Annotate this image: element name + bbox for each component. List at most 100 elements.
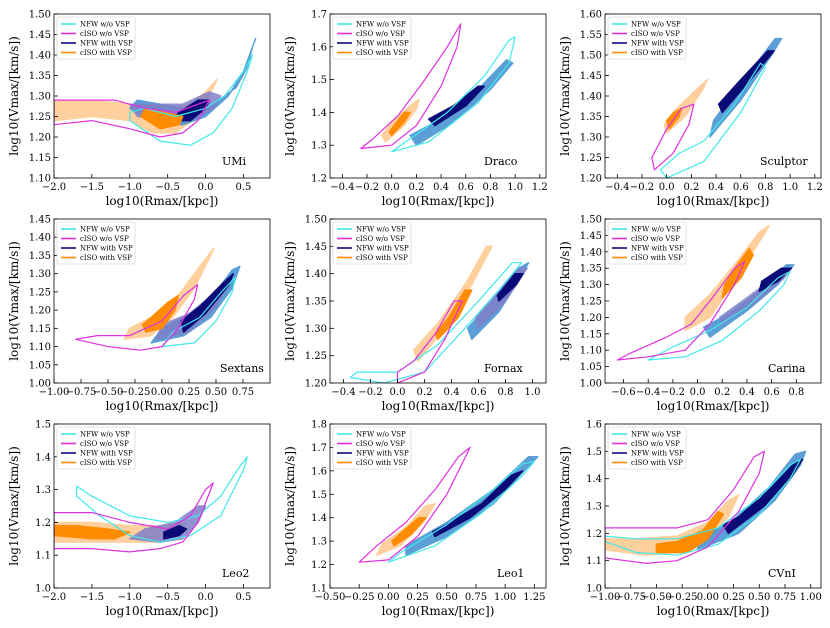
contour-ciso-vsp (655, 510, 725, 554)
y-tick-label: 1.30 (580, 133, 602, 144)
galaxy-label: Sculptor (760, 155, 808, 168)
x-tick-label: 0.25 (406, 592, 428, 603)
contour-nfw-no-vsp (129, 54, 254, 146)
x-tick-label: 0.5 (236, 592, 252, 603)
y-tick-label: 1.40 (580, 247, 602, 258)
legend-label: NFW w/o VSP (631, 430, 681, 438)
contour-nfw-no-vsp (349, 262, 523, 383)
x-tick-label: 0.75 (465, 592, 487, 603)
x-tick-label: 1.0 (782, 182, 798, 193)
x-tick-label: 0.0 (198, 592, 214, 603)
y-tick-label: 1.10 (29, 342, 51, 353)
y-tick-label: 1.30 (29, 269, 51, 280)
x-tick-label: 0.2 (417, 387, 433, 398)
contour-nfw-vsp (496, 272, 524, 302)
y-tick-label: 1.35 (305, 297, 327, 308)
y-axis-label: log10(Vmax/[km/s]) (283, 36, 297, 156)
y-tick-label: 1.40 (305, 269, 327, 280)
y-tick-label: 1.50 (305, 215, 327, 226)
axes-frame (53, 423, 271, 589)
y-tick-label: 1.2 (311, 174, 327, 185)
y-tick-label: 1.6 (586, 420, 602, 431)
galaxy-label: Leo2 (222, 567, 249, 580)
x-tick-label: −0.6 (611, 387, 635, 398)
legend-box (607, 426, 687, 470)
y-tick-label: 1.45 (580, 231, 602, 242)
legend-label: NFW with VSP (80, 244, 133, 252)
x-axis-label: log10(Rmax/[kpc]) (106, 194, 219, 208)
x-tick-label: 0.0 (690, 387, 706, 398)
y-tick-label: 1.55 (580, 30, 602, 41)
x-tick-label: 0.0 (384, 182, 400, 193)
x-tick-label: −1.0 (118, 592, 142, 603)
galaxy-label: UMi (222, 155, 247, 168)
panel-cvni: −1.00−0.75−0.50−0.25 0.00 0.25 0.50 0.75 1.00… (558, 420, 822, 619)
contour-ciso-no-vsp (605, 450, 766, 565)
y-axis-label: log10(Vmax/[km/s]) (558, 446, 572, 566)
y-tick-label: 1.05 (580, 362, 602, 373)
x-axis-label: log10(Rmax/[kpc]) (382, 399, 495, 413)
legend-label: NFW with VSP (631, 39, 684, 47)
x-axis-label: log10(Rmax/[kpc]) (106, 604, 219, 618)
legend-label: cISO w/o VSP (356, 440, 405, 448)
legend-label: cISO with VSP (631, 459, 683, 467)
legend-label: NFW with VSP (631, 449, 684, 457)
y-tick-label: 1.1 (35, 551, 51, 562)
x-tick-label: 0.6 (458, 182, 474, 193)
y-tick-label: 1.40 (29, 51, 51, 62)
y-tick-label: 1.40 (29, 233, 51, 244)
x-axis-label: log10(Rmax/[kpc]) (106, 399, 219, 413)
legend-label: cISO with VSP (80, 254, 132, 262)
y-tick-label: 1.5 (586, 447, 602, 458)
plot-area (349, 245, 530, 383)
y-tick-label: 1.00 (29, 379, 51, 390)
legend-box (56, 16, 136, 60)
legend-label: NFW w/o VSP (80, 20, 130, 28)
y-tick-label: 1.35 (29, 251, 51, 262)
contour-nfw-vsp (180, 272, 235, 333)
y-tick-label: 1.8 (311, 420, 327, 431)
y-tick-label: 1.15 (29, 153, 51, 164)
galaxy-label: Fornax (484, 362, 524, 375)
contour-ciso-vsp (391, 516, 427, 547)
y-tick-label: 1.25 (580, 153, 602, 164)
x-axis-label: log10(Rmax/[kpc]) (657, 194, 770, 208)
y-tick-label: 1.15 (580, 329, 602, 340)
contour-nfw-no-vsp (647, 270, 791, 361)
y-tick-label: 1.30 (305, 324, 327, 335)
legend-label: NFW w/o VSP (80, 430, 130, 438)
contour-nfw-no-vsp (659, 62, 767, 178)
x-tick-label: 0.50 (748, 592, 770, 603)
panel-leo2: −2.0 −1.5 −1.0 −0.5 0.0 0.5 1.0 1.1 1.2 1.3 1.4 1.5… (7, 420, 271, 618)
y-axis-label: log10(Vmax/[km/s]) (7, 36, 21, 156)
y-tick-label: 1.5 (311, 490, 327, 501)
y-tick-label: 1.50 (580, 51, 602, 62)
x-tick-label: 1.0 (525, 387, 541, 398)
x-tick-label: −1.00 (590, 592, 621, 603)
contour-ciso-vsp (721, 247, 754, 299)
y-tick-label: 1.1 (586, 556, 602, 567)
panel-draco: −0.4 −0.2 0.0 0.2 0.4 0.6 0.8 1.0 1.2 1.2 1.3 1.4 1.… (283, 10, 548, 209)
y-tick-label: 1.25 (305, 351, 327, 362)
y-tick-label: 1.20 (29, 133, 51, 144)
x-tick-label: 0.6 (733, 182, 749, 193)
plot-area (54, 456, 248, 553)
x-tick-label: 0.50 (205, 387, 227, 398)
x-tick-label: −0.2 (355, 182, 379, 193)
legend-label: cISO with VSP (80, 459, 132, 467)
x-tick-label: 1.25 (523, 592, 545, 603)
plot-area (358, 446, 539, 563)
y-tick-label: 1.50 (580, 215, 602, 226)
x-tick-label: −0.50 (93, 387, 124, 398)
x-tick-label: −0.75 (615, 592, 646, 603)
legend-box (332, 426, 412, 470)
x-tick-label: −0.4 (636, 387, 660, 398)
legend-label: cISO with VSP (80, 49, 132, 57)
y-axis-label: log10(Vmax/[km/s]) (558, 36, 572, 156)
legend-label: NFW with VSP (356, 449, 409, 457)
legend-label: cISO w/o VSP (80, 440, 129, 448)
x-axis-label: log10(Rmax/[kpc]) (657, 604, 770, 618)
legend-box (607, 16, 687, 60)
